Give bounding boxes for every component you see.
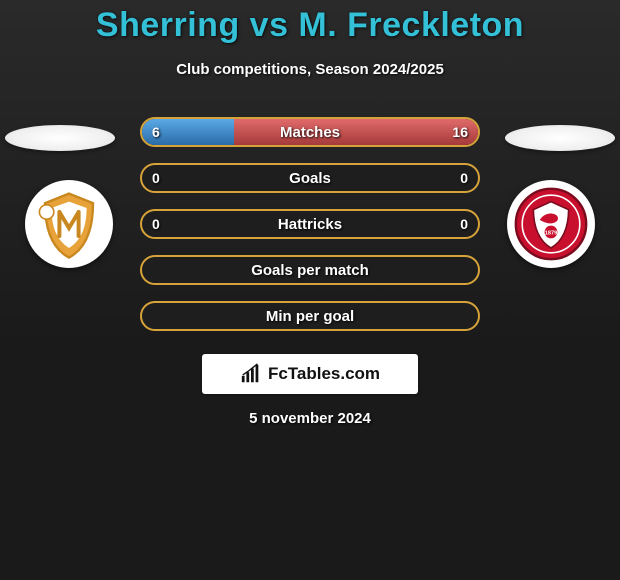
player-right-name-oval [505, 125, 615, 151]
stat-value-right: 0 [450, 165, 478, 191]
stat-label: Hattricks [142, 216, 478, 233]
swindon-crest-icon: 1879 [511, 184, 591, 264]
promo-watermark[interactable]: FcTables.com [202, 354, 418, 394]
stat-label: Goals [142, 170, 478, 187]
stat-row: Matches616 [140, 117, 480, 147]
stat-row: Hattricks0 0 [140, 209, 480, 239]
club-right-logo: 1879 [507, 180, 595, 268]
stat-bar-left [142, 119, 234, 145]
stat-value-right: 0 [450, 211, 478, 237]
stat-label: Goals per match [142, 262, 478, 279]
player-left-name-oval [5, 125, 115, 151]
stat-value-left: 0 [142, 211, 170, 237]
promo-text: FcTables.com [268, 364, 380, 384]
comparison-card: Sherring vs M. Freckleton Club competiti… [0, 0, 620, 580]
svg-text:1879: 1879 [545, 230, 557, 236]
stat-label: Min per goal [142, 308, 478, 325]
stat-row: Goals per match [140, 255, 480, 285]
bar-chart-icon [240, 363, 262, 385]
stat-bar-right [234, 119, 478, 145]
page-subtitle: Club competitions, Season 2024/2025 [0, 61, 620, 78]
stat-row: Goals0 0 [140, 163, 480, 193]
club-left-logo [25, 180, 113, 268]
stats-list: Matches616Goals00Hattricks00Goals per ma… [140, 117, 480, 331]
stat-row: Min per goal [140, 301, 480, 331]
stat-value-left: 0 [142, 165, 170, 191]
mkdons-crest-icon [29, 184, 109, 264]
footer-date: 5 november 2024 [0, 410, 620, 427]
page-title: Sherring vs M. Freckleton [0, 0, 620, 45]
